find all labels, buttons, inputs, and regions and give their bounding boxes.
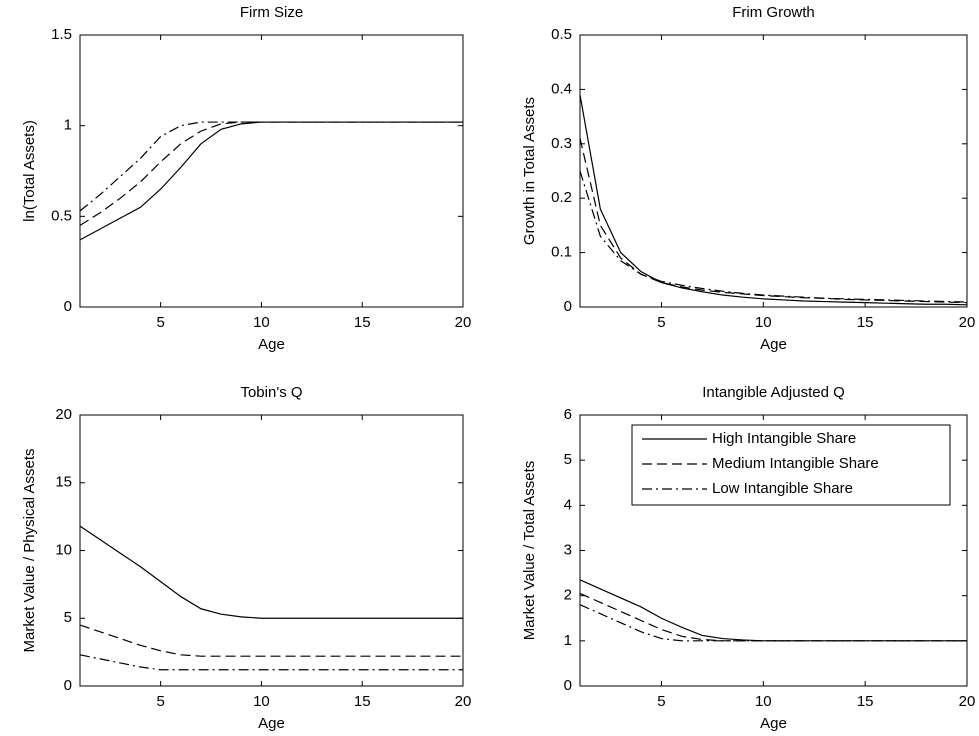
x-axis-label: Age [258, 715, 285, 732]
x-tick-label: 20 [959, 693, 976, 710]
y-tick-label: 0 [64, 677, 72, 694]
x-tick-label: 20 [959, 314, 976, 331]
x-tick-label: 15 [354, 314, 371, 331]
series-line [579, 579, 967, 642]
y-tick-label: 3 [564, 541, 572, 558]
series-line [79, 121, 463, 241]
y-tick-label: 0.5 [51, 207, 72, 224]
x-tick-label: 5 [657, 314, 665, 331]
series-line [79, 654, 463, 671]
legend-label: Low Intangible Share [712, 480, 853, 497]
x-tick-label: 15 [857, 693, 874, 710]
y-tick-label: 1 [564, 632, 572, 649]
y-tick-label: 5 [64, 609, 72, 626]
x-tick-label: 5 [156, 693, 164, 710]
axes-box [79, 34, 464, 308]
x-axis-label: Age [258, 336, 285, 353]
x-tick-label: 15 [354, 693, 371, 710]
y-tick-label: 1 [64, 117, 72, 134]
x-axis-label: Age [760, 715, 787, 732]
series-line [579, 138, 968, 304]
axes-box [79, 414, 464, 687]
x-tick-label: 10 [253, 314, 270, 331]
legend-label: High Intangible Share [712, 430, 856, 447]
y-tick-label: 6 [564, 406, 572, 423]
chart-title: Firm Size [240, 4, 303, 21]
x-tick-label: 5 [156, 314, 164, 331]
y-tick-label: 0 [564, 677, 572, 694]
x-axis-label: Age [760, 336, 787, 353]
y-tick-label: 0.5 [551, 26, 572, 43]
series-line [79, 121, 463, 226]
series-line [579, 170, 968, 303]
x-tick-label: 20 [455, 314, 472, 331]
y-tick-label: 5 [564, 451, 572, 468]
y-axis-label: Market Value / Physical Assets [21, 449, 38, 653]
x-tick-label: 10 [755, 693, 772, 710]
y-axis-label: Market Value / Total Assets [521, 461, 538, 641]
series-line [79, 624, 463, 657]
y-tick-label: 4 [564, 496, 572, 513]
y-tick-label: 10 [55, 541, 72, 558]
y-tick-label: 20 [55, 406, 72, 423]
x-tick-label: 5 [657, 693, 665, 710]
y-axis-label: Growth in Total Assets [521, 97, 538, 245]
x-tick-label: 10 [253, 693, 270, 710]
y-axis-label: ln(Total Assets) [21, 120, 38, 222]
y-tick-label: 0.4 [551, 80, 572, 97]
series-line [579, 592, 967, 642]
series-line [79, 121, 463, 212]
axes-box [579, 34, 968, 308]
x-tick-label: 10 [755, 314, 772, 331]
x-tick-label: 15 [857, 314, 874, 331]
y-tick-label: 0.3 [551, 135, 572, 152]
chart-title: Tobin's Q [240, 384, 302, 401]
chart-title: Frim Growth [732, 4, 815, 21]
legend-box [631, 424, 951, 506]
y-tick-label: 15 [55, 474, 72, 491]
chart-title: Intangible Adjusted Q [702, 384, 845, 401]
y-tick-label: 0 [64, 298, 72, 315]
y-tick-label: 0.2 [551, 189, 572, 206]
series-line [579, 604, 967, 642]
y-tick-label: 0.1 [551, 244, 572, 261]
legend-label: Medium Intangible Share [712, 455, 879, 472]
y-tick-label: 1.5 [51, 26, 72, 43]
y-tick-label: 0 [564, 298, 572, 315]
x-tick-label: 20 [455, 693, 472, 710]
series-line [579, 94, 968, 306]
y-tick-label: 2 [564, 587, 572, 604]
series-line [79, 525, 463, 619]
